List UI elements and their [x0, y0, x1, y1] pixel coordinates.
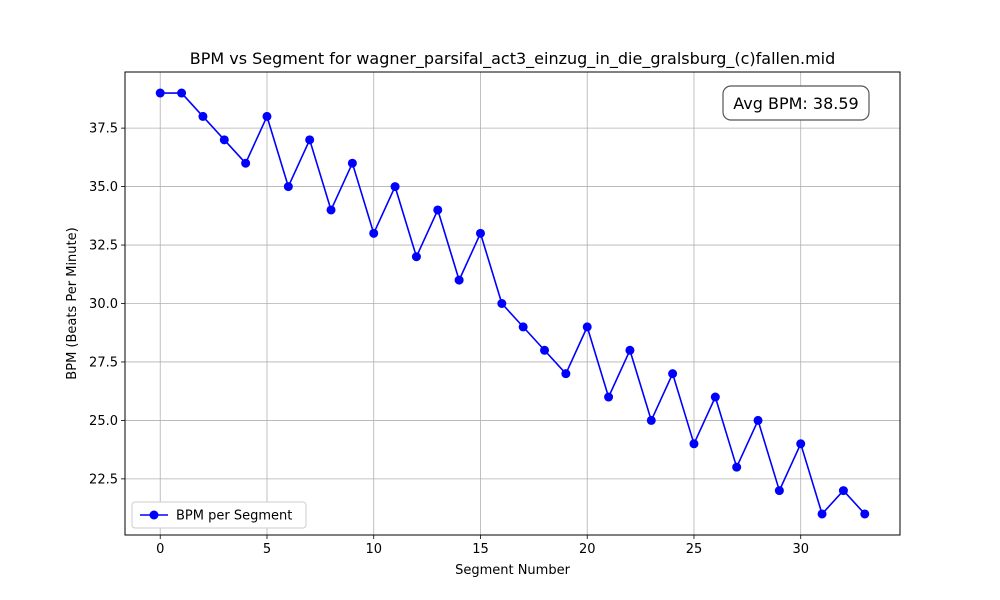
legend-marker-swatch [149, 510, 159, 520]
x-tick-label: 10 [365, 542, 382, 557]
y-tick-label: 27.5 [89, 355, 118, 370]
x-tick-label: 25 [686, 542, 703, 557]
data-point [646, 415, 656, 425]
data-point [283, 182, 293, 192]
x-tick-label: 30 [792, 542, 809, 557]
legend-box [131, 501, 307, 529]
data-point [817, 509, 827, 519]
data-point [753, 415, 763, 425]
data-point [668, 369, 678, 379]
data-point [390, 182, 400, 192]
series-line [160, 92, 866, 515]
x-tick-label: 15 [472, 542, 489, 557]
data-point [241, 158, 251, 168]
y-tick-label: 22.5 [89, 472, 118, 487]
data-point [774, 486, 784, 496]
y-tick-label: 25.0 [89, 414, 118, 429]
annotation-box [722, 85, 870, 121]
data-point [838, 486, 848, 496]
data-point [326, 205, 336, 215]
annotation-text: Avg BPM: 38.59 [733, 94, 858, 113]
data-point [604, 392, 614, 402]
average-bpm-annotation: Avg BPM: 38.59 [722, 85, 870, 121]
data-point [518, 322, 528, 332]
data-point [860, 509, 870, 519]
series-layer [155, 88, 870, 519]
data-point [305, 135, 315, 145]
data-point [689, 439, 699, 449]
y-axis-label: BPM (Beats Per Minute) [65, 227, 80, 379]
y-tick-label: 37.5 [89, 122, 118, 137]
data-point [198, 111, 208, 121]
x-tick-label: 5 [263, 542, 271, 557]
data-point [710, 392, 720, 402]
legend-entry-label: BPM per Segment [176, 509, 292, 524]
x-tick-label: 20 [579, 542, 596, 557]
data-point [262, 111, 272, 121]
x-tick-label: 0 [156, 542, 164, 557]
data-point [497, 299, 507, 308]
axis-ticks: 0 5 10 15 20 25 30 22.5 25.0 27.5 30.0 32.5 35.0 37.5 [89, 122, 809, 557]
x-axis-label: Segment Number [455, 563, 571, 578]
data-point [625, 345, 635, 355]
data-point [796, 439, 806, 449]
data-point [433, 205, 443, 215]
data-point [475, 228, 485, 238]
data-point [732, 462, 742, 472]
y-tick-label: 32.5 [89, 239, 118, 254]
data-point [411, 252, 421, 262]
data-point [540, 345, 550, 355]
y-tick-label: 35.0 [89, 180, 118, 195]
data-point [454, 275, 464, 285]
grid-lines [125, 72, 900, 535]
y-tick-label: 30.0 [89, 297, 118, 312]
data-point [582, 322, 592, 332]
data-point [347, 158, 357, 168]
data-point [219, 135, 229, 145]
data-point [177, 88, 187, 98]
legend: BPM per Segment [131, 501, 307, 529]
data-point [155, 88, 165, 98]
chart-title: BPM vs Segment for wagner_parsifal_act3_… [190, 49, 836, 69]
data-point [369, 228, 379, 238]
data-point [561, 369, 571, 379]
